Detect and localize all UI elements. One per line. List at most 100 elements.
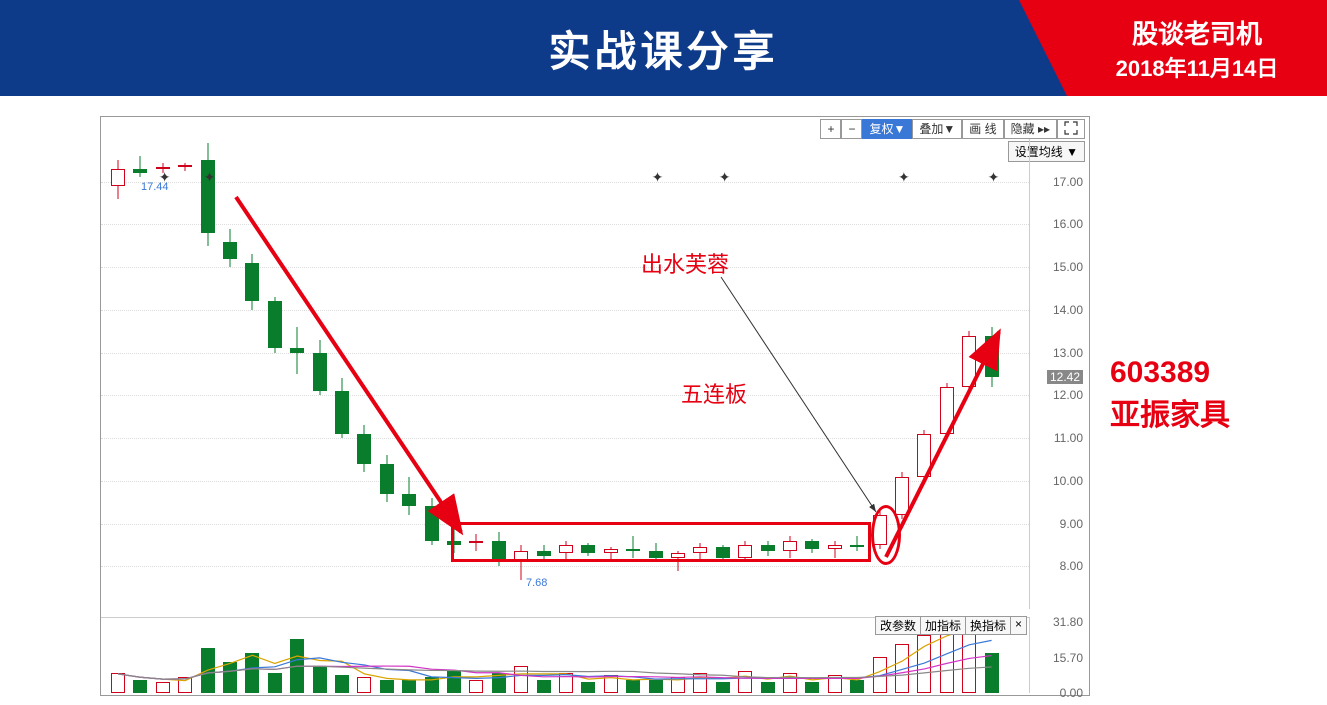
volume-bar[interactable]	[828, 675, 842, 693]
volume-bar[interactable]	[156, 682, 170, 693]
volume-bar[interactable]	[447, 671, 461, 693]
candle[interactable]	[223, 139, 237, 609]
candle[interactable]	[178, 139, 192, 609]
badge-author: 股谈老司机	[1132, 14, 1262, 51]
vol-switch-ind-button[interactable]: 换指标	[965, 616, 1011, 635]
candle[interactable]	[268, 139, 282, 609]
volume-bar[interactable]	[469, 680, 483, 693]
volume-bar[interactable]	[201, 648, 215, 693]
candle[interactable]	[514, 139, 528, 609]
volume-bar[interactable]	[290, 639, 304, 693]
volume-bar[interactable]	[537, 680, 551, 693]
candle[interactable]	[649, 139, 663, 609]
volume-bar[interactable]	[335, 675, 349, 693]
volume-bar[interactable]	[649, 680, 663, 693]
candle[interactable]	[693, 139, 707, 609]
volume-bar[interactable]	[559, 673, 573, 693]
candle[interactable]	[559, 139, 573, 609]
volume-bar[interactable]	[805, 682, 819, 693]
volume-bar[interactable]	[402, 680, 416, 693]
volume-bar[interactable]	[514, 666, 528, 693]
dividend-icon[interactable]: ✦	[159, 169, 171, 186]
fullscreen-button[interactable]	[1057, 119, 1085, 139]
volume-bar[interactable]	[357, 677, 371, 693]
volume-bar[interactable]	[581, 682, 595, 693]
zoom-in-button[interactable]: +	[820, 119, 841, 139]
volume-bar[interactable]	[245, 653, 259, 693]
candle[interactable]	[940, 139, 954, 609]
candle[interactable]	[626, 139, 640, 609]
drawline-button[interactable]: 画 线	[962, 119, 1003, 139]
candle[interactable]	[201, 139, 215, 609]
candle[interactable]	[492, 139, 506, 609]
volume-bar[interactable]	[223, 662, 237, 693]
candle[interactable]	[985, 139, 999, 609]
volume-bar[interactable]	[940, 626, 954, 693]
volume-bar[interactable]	[738, 671, 752, 693]
volume-bar[interactable]	[133, 680, 147, 693]
candle[interactable]	[917, 139, 931, 609]
candle[interactable]	[761, 139, 775, 609]
volume-bar[interactable]	[671, 677, 685, 693]
volume-bar[interactable]	[985, 653, 999, 693]
volume-bar[interactable]	[313, 666, 327, 693]
candle[interactable]	[380, 139, 394, 609]
candle[interactable]	[783, 139, 797, 609]
vol-add-ind-button[interactable]: 加指标	[920, 616, 966, 635]
volume-bar[interactable]	[873, 657, 887, 693]
volume-bar[interactable]	[716, 682, 730, 693]
volume-bar[interactable]	[380, 680, 394, 693]
volume-bar[interactable]	[492, 673, 506, 693]
vol-params-button[interactable]: 改参数	[875, 616, 921, 635]
candle[interactable]	[716, 139, 730, 609]
volume-bar[interactable]	[178, 677, 192, 693]
candle[interactable]	[290, 139, 304, 609]
candle[interactable]	[357, 139, 371, 609]
candle[interactable]	[133, 139, 147, 609]
overlay-dropdown[interactable]: 叠加▼	[912, 119, 962, 139]
zoom-out-button[interactable]: −	[841, 119, 862, 139]
candle[interactable]	[402, 139, 416, 609]
dividend-icon[interactable]: ✦	[204, 169, 216, 186]
volume-bar[interactable]	[693, 673, 707, 693]
candle[interactable]	[604, 139, 618, 609]
candle[interactable]	[156, 139, 170, 609]
volume-bar[interactable]	[604, 675, 618, 693]
candle[interactable]	[469, 139, 483, 609]
candle[interactable]	[850, 139, 864, 609]
volume-bar[interactable]	[111, 673, 125, 693]
candle-body	[738, 545, 752, 558]
candle[interactable]	[313, 139, 327, 609]
candle[interactable]	[738, 139, 752, 609]
volume-panel[interactable]: 改参数 加指标 换指标 ×	[101, 617, 1029, 693]
volume-bar[interactable]	[783, 673, 797, 693]
dividend-icon[interactable]: ✦	[652, 169, 664, 186]
volume-bar[interactable]	[895, 644, 909, 693]
candle[interactable]	[671, 139, 685, 609]
candle[interactable]	[895, 139, 909, 609]
candle[interactable]	[581, 139, 595, 609]
dividend-icon[interactable]: ✦	[988, 169, 1000, 186]
candle[interactable]	[111, 139, 125, 609]
hide-button[interactable]: 隐藏 ▸▸	[1004, 119, 1057, 139]
fuquan-dropdown[interactable]: 复权▼	[862, 119, 912, 139]
dividend-icon[interactable]: ✦	[719, 169, 731, 186]
volume-bar[interactable]	[268, 673, 282, 693]
candle[interactable]	[335, 139, 349, 609]
candle[interactable]	[828, 139, 842, 609]
candle[interactable]	[447, 139, 461, 609]
price-panel[interactable]: ✦ ✦ ✦ ✦ ✦ ✦	[101, 139, 1029, 609]
candle[interactable]	[873, 139, 887, 609]
volume-bar[interactable]	[850, 680, 864, 693]
dividend-icon[interactable]: ✦	[898, 169, 910, 186]
candle[interactable]	[425, 139, 439, 609]
candle[interactable]	[805, 139, 819, 609]
volume-bar[interactable]	[425, 677, 439, 693]
candle[interactable]	[245, 139, 259, 609]
candle[interactable]	[962, 139, 976, 609]
vol-close-button[interactable]: ×	[1010, 616, 1027, 635]
volume-bar[interactable]	[917, 635, 931, 693]
candle[interactable]	[537, 139, 551, 609]
volume-bar[interactable]	[626, 680, 640, 693]
volume-bar[interactable]	[761, 682, 775, 693]
